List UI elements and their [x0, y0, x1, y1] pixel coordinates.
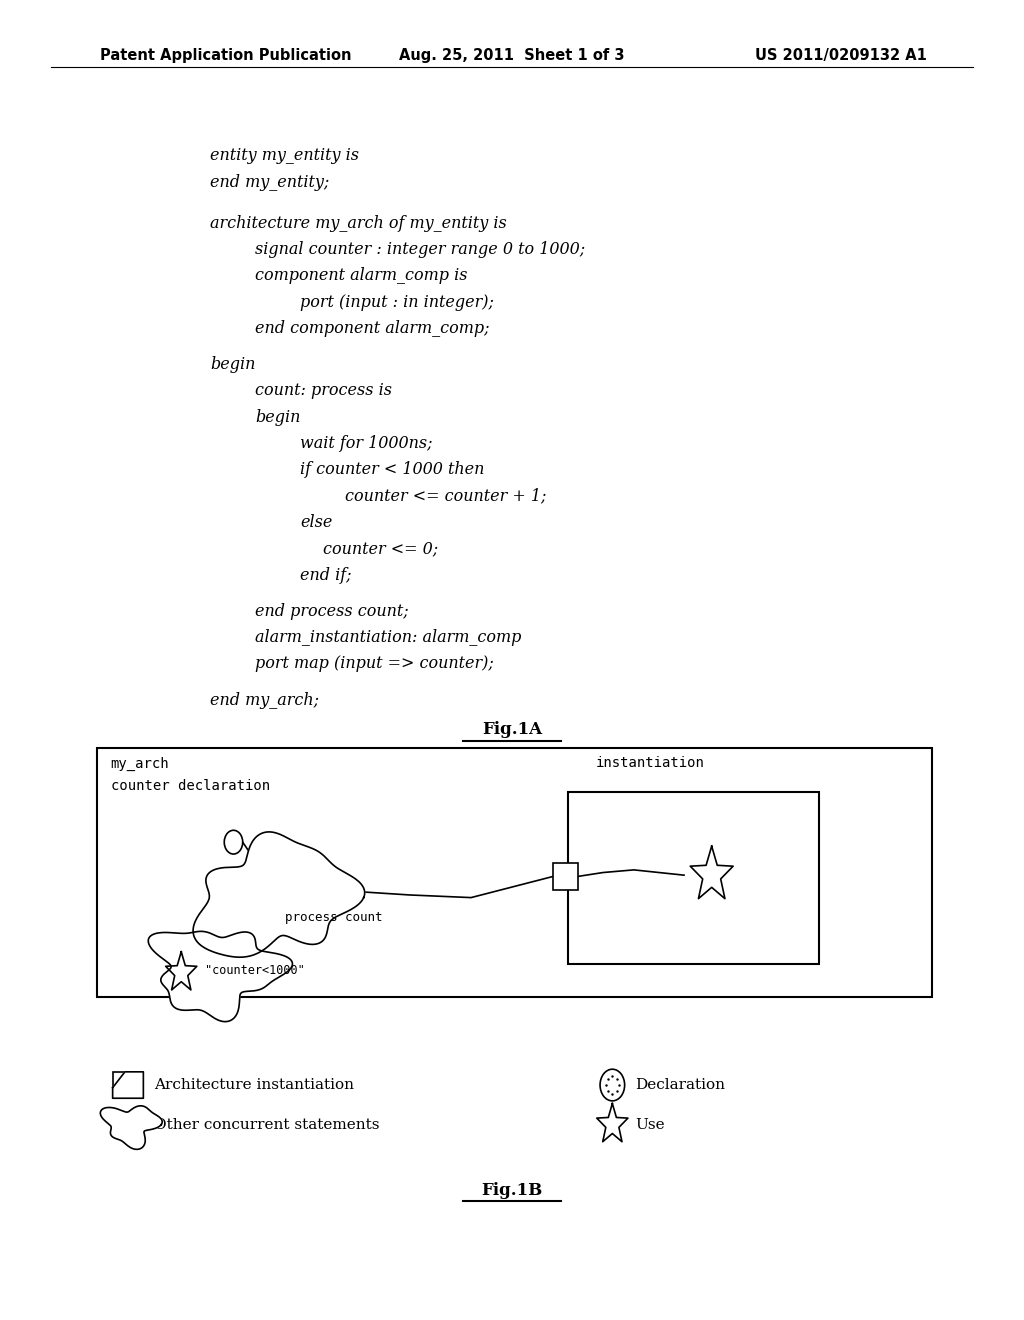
Text: signal counter : integer range 0 to 1000;: signal counter : integer range 0 to 1000… — [255, 242, 585, 257]
Text: Fig.1B: Fig.1B — [481, 1183, 543, 1199]
Text: end my_arch;: end my_arch; — [210, 693, 318, 709]
Circle shape — [600, 1069, 625, 1101]
Text: Other concurrent statements: Other concurrent statements — [154, 1118, 379, 1131]
Polygon shape — [148, 932, 293, 1022]
Polygon shape — [100, 1106, 162, 1150]
Text: US 2011/0209132 A1: US 2011/0209132 A1 — [755, 48, 927, 63]
Polygon shape — [194, 832, 365, 957]
Text: Patent Application Publication: Patent Application Publication — [100, 48, 352, 63]
Text: my_arch: my_arch — [111, 756, 169, 771]
Text: Aug. 25, 2011  Sheet 1 of 3: Aug. 25, 2011 Sheet 1 of 3 — [399, 48, 625, 63]
Text: alarm_instantiation: alarm_comp: alarm_instantiation: alarm_comp — [255, 630, 521, 645]
Text: begin: begin — [210, 356, 255, 372]
Bar — [113, 1072, 143, 1098]
Text: "counter<1000": "counter<1000" — [205, 964, 304, 977]
Bar — [568, 792, 819, 964]
Text: Use: Use — [635, 1118, 665, 1131]
Text: component alarm_comp is: component alarm_comp is — [255, 268, 468, 284]
Text: entity my_entity is: entity my_entity is — [210, 148, 359, 164]
Text: else: else — [300, 515, 333, 531]
Text: counter <= 0;: counter <= 0; — [323, 541, 437, 557]
Text: counter declaration: counter declaration — [111, 779, 269, 793]
Polygon shape — [113, 1072, 143, 1098]
Text: Architecture instantiation: Architecture instantiation — [154, 1078, 353, 1092]
Text: if counter < 1000 then: if counter < 1000 then — [300, 462, 484, 478]
Text: port map (input => counter);: port map (input => counter); — [255, 656, 494, 672]
Bar — [97, 748, 932, 997]
Text: end if;: end if; — [300, 568, 351, 583]
Text: count: process is: count: process is — [255, 383, 392, 399]
Text: architecture my_arch of my_entity is: architecture my_arch of my_entity is — [210, 215, 507, 231]
Text: begin: begin — [255, 409, 300, 425]
Text: wait for 1000ns;: wait for 1000ns; — [300, 436, 432, 451]
Text: Fig.1A: Fig.1A — [482, 722, 542, 738]
Text: end my_entity;: end my_entity; — [210, 174, 329, 190]
Text: end process count;: end process count; — [255, 603, 409, 619]
Circle shape — [224, 830, 243, 854]
Text: instantiation: instantiation — [596, 756, 705, 771]
Bar — [553, 863, 578, 890]
Text: end component alarm_comp;: end component alarm_comp; — [255, 321, 489, 337]
Text: process count: process count — [285, 911, 382, 924]
Text: counter <= counter + 1;: counter <= counter + 1; — [345, 488, 547, 504]
Text: port (input : in integer);: port (input : in integer); — [300, 294, 494, 310]
Text: Declaration: Declaration — [635, 1078, 725, 1092]
